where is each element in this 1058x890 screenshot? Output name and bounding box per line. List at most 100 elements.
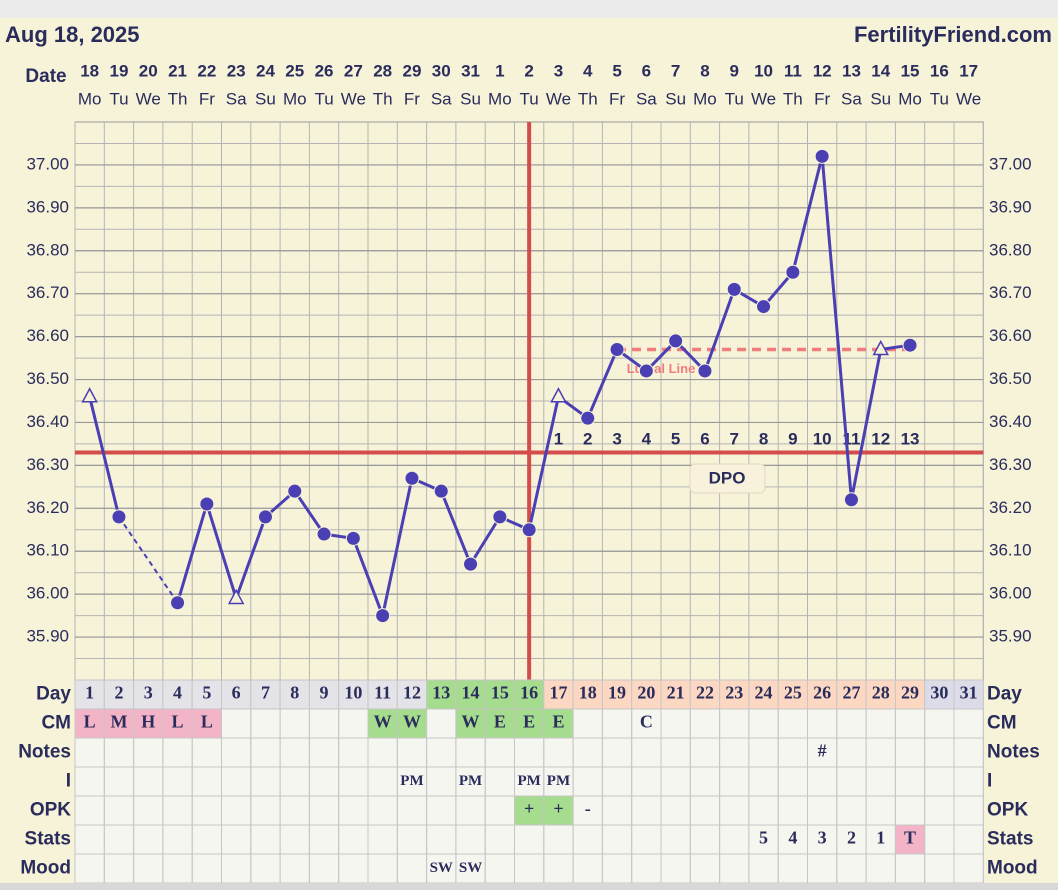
y2-tick-label: 37.00 bbox=[989, 154, 1032, 173]
table-cell bbox=[953, 679, 984, 710]
temperature-point bbox=[375, 608, 391, 624]
table-cell bbox=[162, 679, 193, 710]
table-cell-text: 5 bbox=[759, 828, 768, 848]
temperature-point bbox=[257, 509, 273, 525]
weekday-label: Tu bbox=[725, 89, 744, 108]
date-label: 24 bbox=[256, 61, 275, 80]
table-cell-text: 10 bbox=[344, 683, 362, 703]
weekday-label: Mo bbox=[898, 89, 922, 108]
y-tick-label: 36.10 bbox=[26, 541, 69, 560]
table-cell-text: 18 bbox=[579, 683, 597, 703]
y-tick-label: 36.00 bbox=[26, 584, 69, 603]
dpo-number: 9 bbox=[788, 429, 797, 448]
table-cell-text: 22 bbox=[696, 683, 714, 703]
table-cell-text: SW bbox=[430, 860, 453, 876]
table-cell bbox=[514, 708, 545, 739]
date-label: 4 bbox=[583, 61, 593, 80]
table-cell bbox=[748, 679, 779, 710]
weekday-label: We bbox=[136, 89, 161, 108]
table-cell bbox=[601, 679, 633, 710]
dpo-number: 6 bbox=[700, 429, 709, 448]
table-cell-text: 30 bbox=[930, 683, 948, 703]
temperature-point bbox=[492, 509, 508, 525]
y2-tick-label: 36.90 bbox=[989, 197, 1032, 216]
temperature-point bbox=[697, 363, 713, 379]
table-cell-text: 21 bbox=[667, 683, 685, 703]
table-cell-text: H bbox=[141, 712, 155, 732]
table-cell bbox=[894, 824, 926, 855]
table-cell-text: 19 bbox=[608, 683, 626, 703]
table-cell-text: 4 bbox=[173, 683, 182, 703]
date-label: 20 bbox=[139, 61, 158, 80]
date-label: 19 bbox=[109, 61, 128, 80]
table-cell bbox=[279, 679, 310, 710]
table-cell-text: 9 bbox=[320, 683, 329, 703]
dpo-number: 3 bbox=[612, 429, 621, 448]
table-cell-text: + bbox=[524, 799, 534, 819]
temperature-point bbox=[199, 496, 215, 512]
table-cell-text: 11 bbox=[374, 683, 391, 703]
weekday-label: Fr bbox=[814, 89, 830, 108]
weekday-label: Fr bbox=[404, 89, 420, 108]
y2-tick-label: 36.80 bbox=[989, 240, 1032, 259]
y2-tick-label: 36.70 bbox=[989, 283, 1032, 302]
dpo-number: 5 bbox=[671, 429, 680, 448]
y2-tick-label: 36.50 bbox=[989, 369, 1032, 388]
top-strip bbox=[0, 0, 1058, 18]
row-label: Notes bbox=[18, 742, 71, 763]
row-label-right: OPK bbox=[987, 800, 1028, 821]
y-tick-label: 36.40 bbox=[26, 412, 69, 431]
weekday-label: Tu bbox=[109, 89, 128, 108]
table-cell bbox=[455, 708, 486, 739]
table-cell-text: M bbox=[110, 712, 127, 732]
table-cell bbox=[543, 679, 574, 710]
table-cell bbox=[74, 679, 105, 710]
temperature-point bbox=[814, 148, 830, 164]
weekday-label: We bbox=[341, 89, 366, 108]
row-label: OPK bbox=[30, 800, 71, 821]
y-tick-label: 36.90 bbox=[26, 197, 69, 216]
table-cell-text: 8 bbox=[290, 683, 299, 703]
table-cell-text: 3 bbox=[818, 828, 827, 848]
table-cell bbox=[103, 708, 135, 739]
temperature-point-open bbox=[227, 588, 245, 605]
table-cell-text: 2 bbox=[847, 828, 856, 848]
row-label-right: I bbox=[987, 771, 992, 792]
table-cell bbox=[543, 708, 574, 739]
date-label: 5 bbox=[612, 61, 621, 80]
y-tick-label: 36.20 bbox=[26, 498, 69, 517]
date-label: 3 bbox=[554, 61, 563, 80]
row-label-right: CM bbox=[987, 713, 1017, 734]
table-cell-text: L bbox=[84, 712, 96, 732]
table-cell-text: 1 bbox=[85, 683, 94, 703]
date-label: 1 bbox=[495, 61, 504, 80]
y-tick-label: 36.60 bbox=[26, 326, 69, 345]
table-cell-text: 12 bbox=[403, 683, 421, 703]
date-label: 9 bbox=[730, 61, 739, 80]
temperature-point bbox=[756, 299, 772, 315]
table-cell-text: W bbox=[462, 712, 480, 732]
weekday-label: Th bbox=[373, 89, 393, 108]
weekday-label: Sa bbox=[226, 89, 247, 108]
weekday-label: Su bbox=[460, 89, 481, 108]
table-row-bg bbox=[74, 853, 984, 884]
table-cell-text: 14 bbox=[462, 683, 480, 703]
temperature-point bbox=[902, 337, 918, 353]
row-label-right: Stats bbox=[987, 829, 1033, 850]
y-tick-label: 36.50 bbox=[26, 369, 69, 388]
temperature-point bbox=[463, 556, 479, 572]
weekday-label: Tu bbox=[520, 89, 539, 108]
date-label: 16 bbox=[930, 61, 949, 80]
temperature-point-open bbox=[550, 387, 567, 403]
weekday-label: We bbox=[956, 89, 981, 108]
table-cell-text: 26 bbox=[813, 683, 831, 703]
weekday-label: We bbox=[546, 89, 571, 108]
table-cell bbox=[308, 679, 340, 710]
y-tick-label: 37.00 bbox=[26, 154, 69, 173]
date-label: 18 bbox=[80, 61, 99, 80]
weekday-label: Sa bbox=[636, 89, 657, 108]
date-label: Date bbox=[25, 66, 66, 87]
temperature-point bbox=[668, 333, 684, 349]
table-cell-text: W bbox=[374, 712, 392, 732]
